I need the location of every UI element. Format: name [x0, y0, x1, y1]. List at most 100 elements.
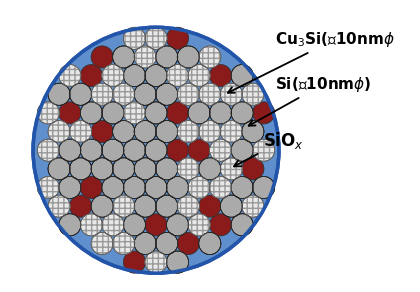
- Circle shape: [199, 158, 221, 180]
- Circle shape: [145, 27, 167, 49]
- Circle shape: [220, 121, 242, 142]
- Circle shape: [91, 46, 113, 68]
- Circle shape: [91, 158, 113, 180]
- Circle shape: [48, 158, 70, 180]
- Circle shape: [134, 121, 156, 142]
- Circle shape: [145, 102, 167, 124]
- Circle shape: [188, 102, 210, 124]
- Circle shape: [37, 102, 59, 124]
- Circle shape: [145, 176, 167, 199]
- Circle shape: [102, 139, 124, 161]
- Circle shape: [220, 195, 242, 217]
- Circle shape: [59, 214, 81, 236]
- Circle shape: [123, 65, 145, 87]
- Circle shape: [156, 83, 178, 105]
- Text: Cu$_3$Si(～10nm$\phi$: Cu$_3$Si(～10nm$\phi$: [228, 30, 395, 93]
- Circle shape: [188, 139, 210, 161]
- Circle shape: [91, 195, 113, 217]
- Circle shape: [210, 65, 232, 87]
- Circle shape: [252, 102, 275, 124]
- Circle shape: [156, 121, 178, 142]
- Circle shape: [242, 195, 264, 217]
- Circle shape: [123, 102, 145, 124]
- Circle shape: [123, 176, 145, 199]
- Circle shape: [80, 214, 102, 236]
- Circle shape: [210, 214, 232, 236]
- Circle shape: [242, 83, 264, 105]
- Circle shape: [145, 214, 167, 236]
- Circle shape: [91, 232, 113, 255]
- Circle shape: [166, 176, 189, 199]
- Circle shape: [188, 214, 210, 236]
- Circle shape: [199, 46, 221, 68]
- Circle shape: [113, 158, 135, 180]
- Circle shape: [210, 102, 232, 124]
- Circle shape: [123, 139, 145, 161]
- Circle shape: [134, 195, 156, 217]
- Circle shape: [70, 83, 92, 105]
- Circle shape: [210, 139, 232, 161]
- Circle shape: [59, 65, 81, 87]
- Circle shape: [37, 139, 59, 161]
- Circle shape: [123, 214, 145, 236]
- Circle shape: [37, 176, 59, 199]
- Circle shape: [70, 121, 92, 142]
- Circle shape: [134, 158, 156, 180]
- Circle shape: [91, 121, 113, 142]
- Circle shape: [156, 46, 178, 68]
- Circle shape: [145, 251, 167, 273]
- Circle shape: [48, 121, 70, 142]
- Circle shape: [231, 65, 253, 87]
- Circle shape: [156, 232, 178, 255]
- Circle shape: [33, 27, 279, 273]
- Circle shape: [123, 251, 145, 273]
- Circle shape: [48, 195, 70, 217]
- Circle shape: [220, 83, 242, 105]
- Circle shape: [177, 121, 199, 142]
- Text: Si(～10nm$\phi$): Si(～10nm$\phi$): [249, 75, 371, 126]
- Circle shape: [242, 121, 264, 142]
- Circle shape: [231, 102, 253, 124]
- Circle shape: [220, 158, 242, 180]
- Circle shape: [252, 176, 275, 199]
- Circle shape: [145, 139, 167, 161]
- Circle shape: [177, 232, 199, 255]
- Circle shape: [210, 176, 232, 199]
- Circle shape: [177, 158, 199, 180]
- Circle shape: [188, 65, 210, 87]
- Circle shape: [156, 158, 178, 180]
- Circle shape: [59, 102, 81, 124]
- Circle shape: [70, 195, 92, 217]
- Circle shape: [156, 195, 178, 217]
- Circle shape: [177, 83, 199, 105]
- Circle shape: [102, 214, 124, 236]
- Circle shape: [113, 195, 135, 217]
- Text: SiO$_x$: SiO$_x$: [234, 130, 304, 166]
- Circle shape: [134, 46, 156, 68]
- Circle shape: [231, 139, 253, 161]
- Circle shape: [113, 46, 135, 68]
- Circle shape: [199, 121, 221, 142]
- Circle shape: [102, 65, 124, 87]
- Circle shape: [199, 232, 221, 255]
- Circle shape: [102, 176, 124, 199]
- Circle shape: [91, 83, 113, 105]
- Circle shape: [48, 83, 70, 105]
- Circle shape: [102, 102, 124, 124]
- Circle shape: [70, 158, 92, 180]
- Circle shape: [134, 83, 156, 105]
- Circle shape: [252, 139, 275, 161]
- Circle shape: [177, 195, 199, 217]
- Circle shape: [113, 121, 135, 142]
- Circle shape: [231, 176, 253, 199]
- Circle shape: [188, 176, 210, 199]
- Circle shape: [199, 195, 221, 217]
- Circle shape: [80, 139, 102, 161]
- Circle shape: [59, 176, 81, 199]
- Circle shape: [134, 232, 156, 255]
- Circle shape: [113, 232, 135, 255]
- Circle shape: [145, 65, 167, 87]
- Circle shape: [166, 139, 189, 161]
- Circle shape: [59, 139, 81, 161]
- Circle shape: [166, 102, 189, 124]
